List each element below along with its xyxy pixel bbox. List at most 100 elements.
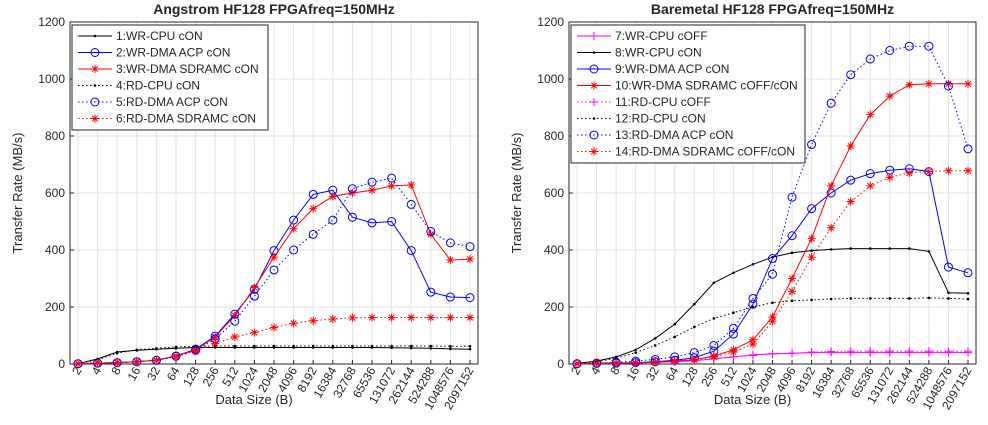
data-point — [748, 351, 757, 360]
data-point — [429, 347, 433, 350]
legend-item: 11:RD-CPU cOFF — [577, 95, 711, 109]
legend-item: 6:RD-DMA SDRAMC cON — [78, 112, 256, 126]
data-point-stroke — [290, 225, 297, 232]
data-point — [465, 293, 475, 303]
data-point-stroke — [408, 181, 415, 189]
x-tick-label: 2048 — [255, 364, 281, 394]
data-point — [829, 297, 833, 301]
data-point-stroke — [593, 360, 600, 367]
data-point — [113, 358, 122, 367]
legend-item: 8:WR-CPU cON — [577, 46, 702, 60]
data-point — [865, 54, 875, 64]
data-point — [788, 274, 797, 283]
data-point — [230, 316, 240, 326]
data-point — [311, 344, 315, 348]
data-point — [351, 344, 354, 348]
data-point — [590, 81, 598, 90]
legend-label: 5:RD-DMA ACP cON — [116, 95, 228, 109]
data-point — [693, 302, 696, 306]
data-point — [348, 313, 357, 322]
data-point — [885, 46, 895, 55]
data-point — [328, 192, 337, 201]
data-point — [748, 293, 758, 303]
data-point-stroke — [945, 167, 952, 174]
data-point-stroke — [310, 317, 317, 324]
legend-label: 13:RD-DMA ACP cON — [615, 128, 733, 142]
y-axis-label: Transfer Rate (MB/s) — [10, 133, 25, 254]
x-tick-label: 64 — [164, 364, 183, 383]
data-point — [466, 255, 474, 264]
legend-label: 14:RD-DMA SDRAMC cOFF/cON — [615, 145, 795, 159]
data-point — [943, 262, 953, 272]
legend-label: 3:WR-DMA SDRAMC cON — [116, 62, 259, 76]
data-point — [331, 344, 335, 348]
data-point — [947, 291, 950, 295]
data-point — [289, 319, 298, 328]
y-tick-label: 200 — [45, 300, 65, 314]
data-point — [93, 84, 97, 87]
data-point-stroke — [808, 253, 815, 261]
data-point-stroke — [906, 81, 913, 88]
legend: 1:WR-CPU cON 2:WR-DMA ACP cON 3:WR-DMA SDR… — [71, 24, 269, 131]
data-point-stroke — [447, 256, 454, 264]
data-point-stroke — [251, 329, 258, 336]
data-point-stroke — [691, 356, 698, 363]
y-tick-label: 1000 — [38, 72, 65, 86]
data-point — [807, 140, 817, 150]
data-point — [728, 329, 738, 339]
data-point — [465, 242, 475, 252]
data-point — [768, 269, 777, 279]
data-point — [966, 292, 970, 295]
data-point — [308, 189, 318, 199]
data-point — [653, 337, 657, 340]
data-point — [90, 97, 100, 107]
data-point-stroke — [573, 360, 581, 367]
data-point — [827, 181, 836, 190]
data-point — [751, 305, 755, 309]
data-point — [768, 350, 777, 359]
legend-item: 9:WR-DMA ACP cON — [577, 62, 729, 76]
data-point — [826, 98, 836, 108]
data-point — [712, 281, 716, 285]
y-tick-label: 1200 — [38, 15, 65, 29]
data-point — [270, 323, 278, 332]
data-point-stroke — [153, 357, 160, 364]
data-point — [135, 348, 139, 352]
data-point — [924, 347, 933, 356]
data-point — [768, 254, 777, 264]
data-point — [888, 297, 892, 300]
data-point-stroke — [964, 167, 972, 174]
data-point — [347, 184, 357, 194]
data-point — [827, 223, 836, 232]
y-tick-label: 600 — [45, 186, 65, 200]
data-point — [174, 345, 178, 349]
data-point — [966, 297, 970, 301]
x-tick-label: 4 — [89, 364, 105, 377]
data-point — [387, 173, 397, 183]
x-tick-label: 128 — [180, 364, 202, 389]
data-point — [328, 215, 338, 225]
legend-label: 2:WR-DMA ACP cON — [116, 46, 230, 60]
y-axis-label: Transfer Rate (MB/s) — [509, 133, 524, 254]
data-point — [905, 169, 914, 178]
data-point — [445, 238, 455, 248]
legend-item: 2:WR-DMA ACP cON — [78, 46, 230, 60]
legend-item: 10:WR-DMA SDRAMC cOFF/cON — [577, 79, 798, 93]
legend-label: 9:WR-DMA ACP cON — [615, 62, 729, 76]
data-point-stroke — [212, 340, 219, 347]
legend-label: 7:WR-CPU cOFF — [615, 29, 708, 43]
data-point-stroke — [427, 314, 434, 321]
data-point-stroke — [329, 193, 336, 200]
data-point — [612, 359, 621, 368]
data-point — [211, 339, 220, 348]
data-point-stroke — [827, 224, 835, 231]
y-tick-label: 1000 — [537, 72, 564, 86]
data-point-stroke — [133, 358, 140, 365]
data-point — [944, 166, 953, 175]
data-point-stroke — [886, 174, 893, 181]
data-point — [250, 328, 259, 337]
data-point — [963, 144, 973, 154]
y-tick-label: 1200 — [537, 15, 564, 29]
legend-label: 12:RD-CPU cON — [615, 112, 706, 126]
